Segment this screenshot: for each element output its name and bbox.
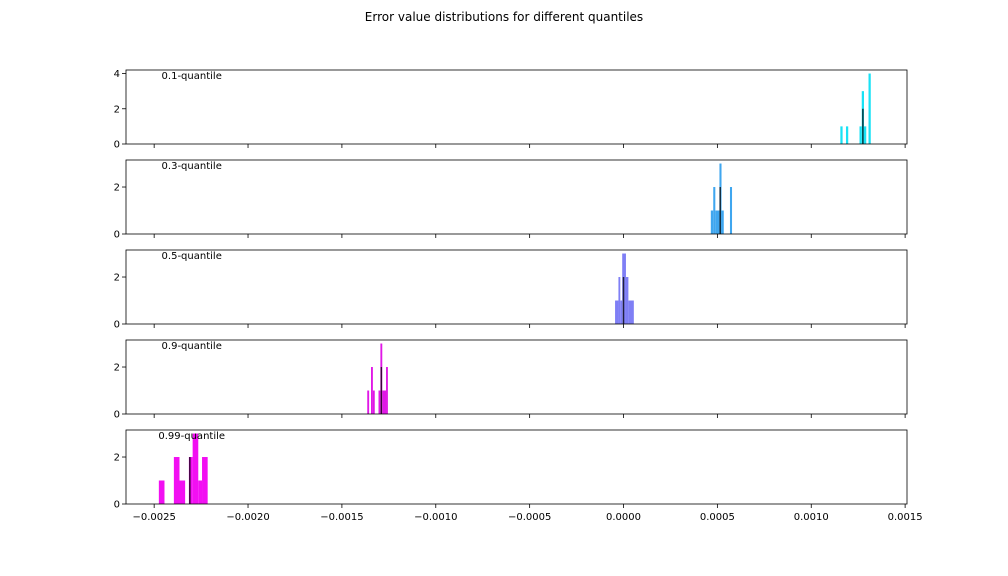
axes-frame	[125, 159, 908, 235]
x-tick-label: −0.0025	[132, 512, 175, 523]
histogram-bar	[382, 390, 387, 414]
histogram-bar	[618, 277, 621, 324]
histogram-bar	[864, 126, 867, 144]
histogram-bar	[715, 210, 720, 234]
histogram-bar	[868, 73, 871, 144]
histogram-bar	[721, 210, 724, 234]
histogram-bar	[372, 390, 375, 414]
histogram-bar	[192, 433, 199, 504]
y-tick-label: 0	[114, 230, 120, 241]
histogram-bar	[620, 300, 623, 324]
histogram-bar	[179, 480, 186, 504]
y-tick-label: 0	[114, 140, 120, 151]
histogram-bar	[845, 126, 849, 144]
histogram-bar	[378, 390, 381, 414]
x-tick-label: −0.0015	[320, 512, 363, 523]
histogram-bar	[371, 367, 373, 414]
histogram-bar	[710, 210, 714, 234]
axes-frame	[125, 429, 908, 505]
histogram-bar	[713, 187, 716, 234]
x-tick-label: 0.0005	[700, 512, 735, 523]
x-tick-label: −0.0020	[226, 512, 269, 523]
histogram-bar	[188, 457, 193, 504]
panel-label: 0.3-quantile	[162, 161, 222, 172]
y-tick-label: 0	[114, 410, 120, 421]
histogram-bar	[729, 187, 733, 234]
x-tick-label: 0.0000	[606, 512, 641, 523]
x-tick-label: 0.0010	[794, 512, 829, 523]
histogram-bar	[158, 480, 165, 504]
histogram-bar	[367, 390, 370, 414]
y-tick-label: 2	[114, 363, 120, 374]
x-tick-label: 0.0015	[888, 512, 923, 523]
axes-frame	[125, 339, 908, 415]
histogram-bar	[628, 300, 634, 324]
x-tick-label: −0.0010	[414, 512, 457, 523]
y-tick-label: 2	[114, 183, 120, 194]
panel-label: 0.1-quantile	[162, 71, 222, 82]
y-tick-label: 0	[114, 500, 120, 511]
y-tick-label: 2	[114, 453, 120, 464]
y-tick-label: 2	[114, 104, 120, 115]
x-tick-label: −0.0005	[508, 512, 551, 523]
y-tick-label: 0	[114, 320, 120, 331]
histogram-bar	[198, 480, 203, 504]
histogram-bar	[386, 367, 388, 414]
histogram-bar	[202, 457, 208, 504]
axes-frame	[125, 69, 908, 145]
panel-label: 0.5-quantile	[162, 251, 222, 262]
panel-label: 0.99-quantile	[158, 431, 225, 442]
axes-frame	[125, 249, 908, 325]
histogram-bar	[615, 300, 619, 324]
histogram-bar	[859, 126, 862, 144]
histogram-bar	[840, 126, 843, 144]
histogram-bar	[173, 457, 180, 504]
y-tick-label: 2	[114, 273, 120, 284]
y-tick-label: 4	[114, 69, 120, 80]
panel-label: 0.9-quantile	[162, 341, 222, 352]
chart-title: Error value distributions for different …	[364, 10, 644, 24]
histogram-bar	[625, 277, 629, 324]
